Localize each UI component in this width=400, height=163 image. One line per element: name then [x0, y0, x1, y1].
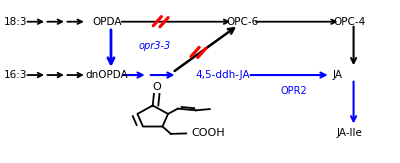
- Text: OPDA: OPDA: [92, 17, 122, 27]
- Text: OPR2: OPR2: [280, 86, 307, 96]
- Text: COOH: COOH: [191, 128, 224, 138]
- Text: 4,5-ddh-JA: 4,5-ddh-JA: [195, 70, 250, 80]
- Text: JA-Ile: JA-Ile: [337, 128, 362, 138]
- Text: JA: JA: [333, 70, 343, 80]
- Text: O: O: [152, 82, 161, 92]
- Text: 16:3: 16:3: [4, 70, 27, 80]
- Text: OPC-4: OPC-4: [334, 17, 366, 27]
- Text: 18:3: 18:3: [4, 17, 27, 27]
- Text: opr3-3: opr3-3: [138, 41, 171, 51]
- Text: dnOPDA: dnOPDA: [86, 70, 128, 80]
- Text: OPC-6: OPC-6: [226, 17, 258, 27]
